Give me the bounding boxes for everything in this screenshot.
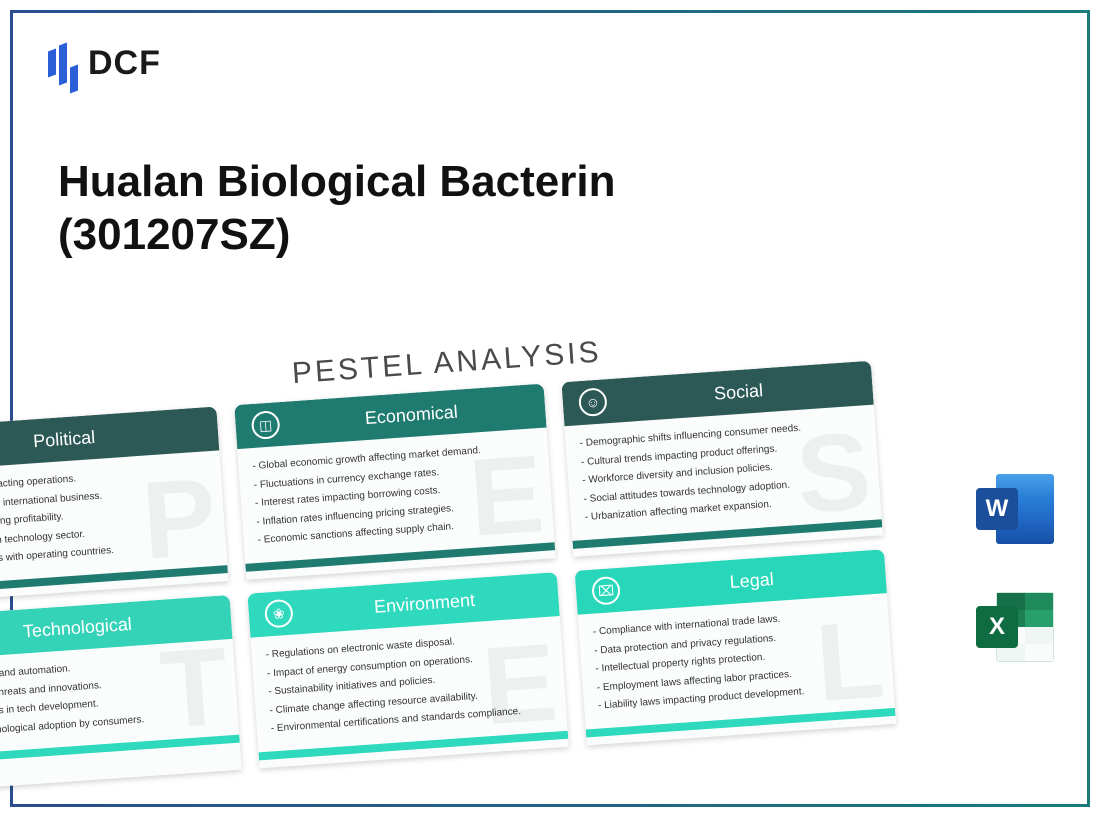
- person-icon: ☺: [578, 387, 608, 417]
- logo: DCF: [48, 40, 161, 86]
- card-items: - Demographic shifts influencing consume…: [579, 416, 867, 528]
- page-title: Hualan Biological Bacterin (301207SZ): [58, 156, 818, 262]
- card-title: Social: [620, 373, 857, 410]
- card-political: ▭ Political P rnment stability impacting…: [0, 406, 228, 605]
- logo-bars-icon: [48, 40, 78, 86]
- logo-text: DCF: [88, 44, 161, 83]
- word-icon[interactable]: W: [976, 470, 1054, 548]
- card-title: Legal: [633, 562, 870, 599]
- card-economical: ◫ Economical E - Global economic growth …: [234, 384, 555, 580]
- card-items: - Global economic growth affecting marke…: [252, 438, 540, 550]
- card-legal: ⌧ Legal L - Compliance with internationa…: [575, 549, 896, 745]
- file-icons: W X: [976, 470, 1054, 666]
- card-technological: ⚙ Technological T - Advances in AI and a…: [0, 595, 242, 794]
- card-items: - Regulations on electronic waste dispos…: [265, 627, 553, 739]
- excel-icon[interactable]: X: [976, 588, 1054, 666]
- card-social: ☺ Social S - Demographic shifts influenc…: [561, 361, 882, 557]
- pestel-grid: ▭ Political P rnment stability impacting…: [0, 359, 923, 793]
- card-environment: ❀ Environment E - Regulations on electro…: [247, 572, 568, 768]
- card-title: Economical: [293, 396, 530, 433]
- card-items: - Advances in AI and automation. - Cyber…: [0, 650, 224, 744]
- card-title: Environment: [306, 585, 543, 622]
- card-items: rnment stability impacting operations. d…: [0, 461, 213, 574]
- chart-icon: ◫: [251, 410, 281, 440]
- briefcase-icon: ⌧: [591, 576, 621, 606]
- leaf-icon: ❀: [264, 599, 294, 629]
- card-items: - Compliance with international trade la…: [592, 604, 880, 716]
- pestel-analysis: PESTEL ANALYSIS ▭ Political P rnment sta…: [0, 315, 923, 793]
